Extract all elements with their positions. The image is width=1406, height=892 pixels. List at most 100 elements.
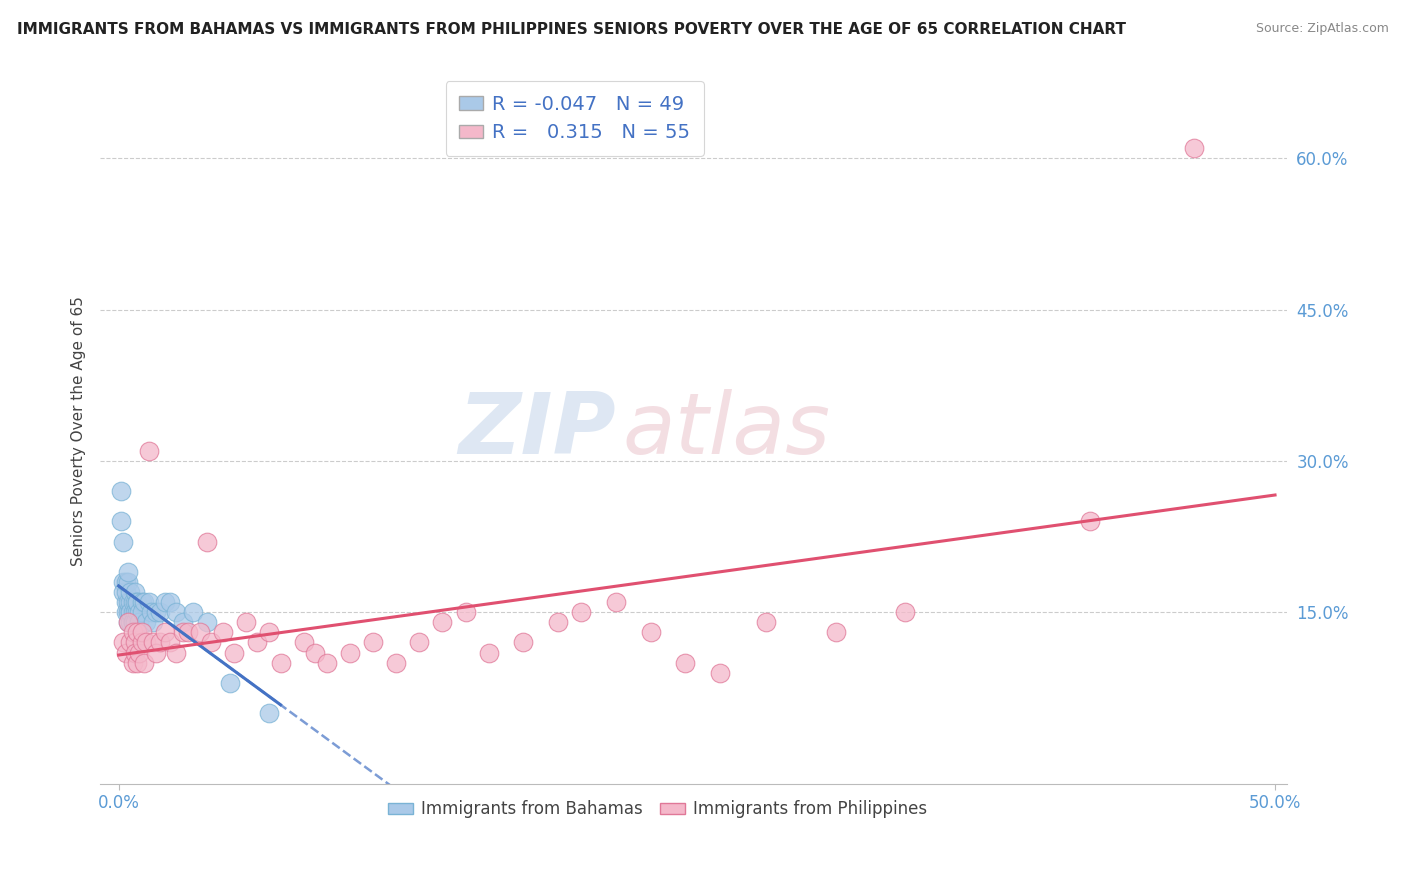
Point [110, 515, 132, 529]
Point [181, 605, 204, 619]
Point [132, 595, 155, 609]
Point [304, 646, 326, 660]
Point [127, 595, 149, 609]
Point [121, 615, 143, 630]
Point [127, 595, 149, 609]
Point [177, 625, 200, 640]
Point [138, 443, 160, 458]
Point [139, 605, 162, 619]
Point [127, 625, 149, 640]
Point [127, 656, 149, 670]
Point [224, 646, 246, 660]
Point [153, 625, 176, 640]
Point [114, 605, 136, 619]
Point [131, 605, 153, 619]
Point [131, 595, 153, 609]
Point [153, 595, 176, 609]
Point [755, 615, 778, 630]
Point [138, 595, 160, 609]
Point [121, 656, 143, 670]
Point [339, 646, 361, 660]
Point [124, 615, 146, 630]
Point [145, 646, 167, 660]
Point [117, 595, 139, 609]
Point [117, 605, 139, 619]
Point [124, 635, 146, 649]
Point [114, 585, 136, 599]
Point [117, 615, 139, 630]
Point [120, 605, 142, 619]
Point [454, 605, 477, 619]
Point [131, 625, 153, 640]
Point [120, 595, 142, 609]
Point [127, 605, 149, 619]
Point [142, 635, 165, 649]
Point [1078, 515, 1101, 529]
Point [128, 615, 150, 630]
Y-axis label: Seniors Poverty Over the Age of 65: Seniors Poverty Over the Age of 65 [72, 295, 86, 566]
Point [159, 595, 181, 609]
Point [709, 665, 731, 680]
Point [131, 635, 153, 649]
Point [121, 625, 143, 640]
Point [673, 656, 696, 670]
Point [132, 656, 155, 670]
Point [135, 615, 157, 630]
Point [257, 625, 280, 640]
Point [195, 615, 218, 630]
Point [114, 595, 136, 609]
Point [165, 605, 187, 619]
Point [894, 605, 917, 619]
Point [1182, 141, 1205, 155]
Point [124, 605, 146, 619]
Point [149, 635, 172, 649]
Point [547, 615, 569, 630]
Point [121, 605, 143, 619]
Point [121, 615, 143, 630]
Point [200, 635, 222, 649]
Point [172, 615, 194, 630]
Text: ZIP: ZIP [458, 389, 616, 472]
Text: IMMIGRANTS FROM BAHAMAS VS IMMIGRANTS FROM PHILIPPINES SENIORS POVERTY OVER THE : IMMIGRANTS FROM BAHAMAS VS IMMIGRANTS FR… [17, 22, 1126, 37]
Point [512, 635, 534, 649]
Point [361, 635, 384, 649]
Point [128, 646, 150, 660]
Point [172, 625, 194, 640]
Point [128, 605, 150, 619]
Point [145, 605, 167, 619]
Text: atlas: atlas [623, 389, 830, 472]
Point [120, 635, 142, 649]
Point [120, 615, 142, 630]
Point [257, 706, 280, 720]
Point [124, 646, 146, 660]
Point [195, 534, 218, 549]
Point [605, 595, 627, 609]
Point [235, 615, 257, 630]
Point [211, 625, 233, 640]
Point [165, 646, 187, 660]
Point [112, 635, 135, 649]
Text: Source: ZipAtlas.com: Source: ZipAtlas.com [1256, 22, 1389, 36]
Point [569, 605, 592, 619]
Point [315, 656, 337, 670]
Point [114, 574, 136, 589]
Point [188, 625, 211, 640]
Point [114, 646, 136, 660]
Point [270, 656, 292, 670]
Point [124, 585, 146, 599]
Point [218, 676, 240, 690]
Point [142, 615, 165, 630]
Point [112, 534, 135, 549]
Point [824, 625, 846, 640]
Point [112, 574, 135, 589]
Point [120, 605, 142, 619]
Point [121, 595, 143, 609]
Point [246, 635, 269, 649]
Point [117, 574, 139, 589]
Point [408, 635, 430, 649]
Point [110, 484, 132, 499]
Point [292, 635, 315, 649]
Point [124, 595, 146, 609]
Point [149, 605, 172, 619]
Legend: Immigrants from Bahamas, Immigrants from Philippines: Immigrants from Bahamas, Immigrants from… [381, 794, 934, 825]
